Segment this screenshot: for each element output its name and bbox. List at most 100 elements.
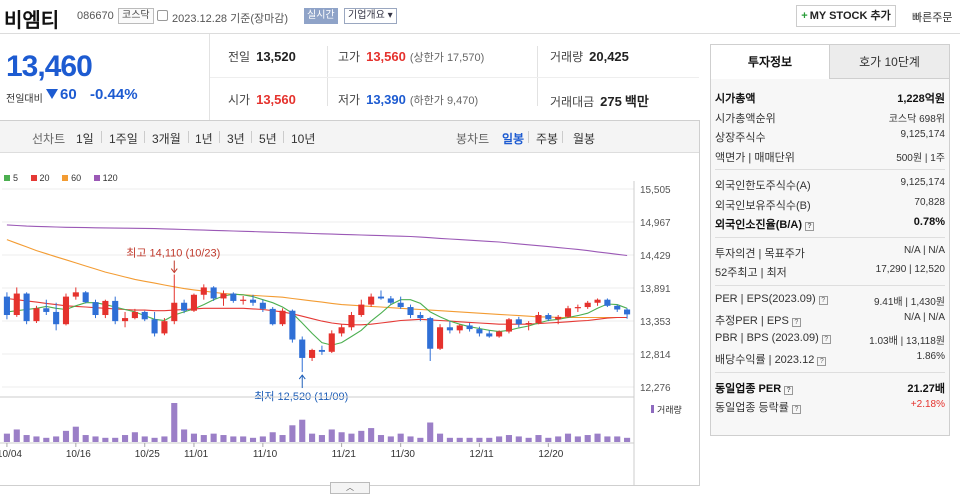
info-row-label: 배당수익률 | 2023.12? [715, 351, 827, 367]
legend-ma5-label: 5 [13, 173, 19, 183]
stat-volume-label: 거래량 [550, 50, 584, 64]
help-icon[interactable]: ? [805, 222, 814, 231]
candle-body [112, 300, 119, 322]
help-icon[interactable]: ? [821, 334, 831, 344]
stat-prev-close-value: 13,520 [256, 49, 296, 64]
y-tick-label: 12,276 [640, 383, 671, 394]
candle-body [594, 299, 601, 303]
info-row: 시가총액 1,228억원 [715, 87, 945, 107]
quick-order-link[interactable]: 빠른주문 [912, 12, 953, 24]
period-10y[interactable]: 10년 [291, 132, 316, 146]
candle-body [328, 333, 335, 352]
collapse-chart-button[interactable]: ︿ [330, 482, 370, 494]
volume-bar [407, 436, 414, 442]
y-tick-label: 13,353 [640, 317, 671, 328]
volume-bar [210, 433, 217, 442]
period-1w[interactable]: 1주일 [109, 132, 138, 146]
period-3m[interactable]: 3개월 [152, 132, 181, 146]
candle-body [496, 331, 503, 337]
period-3y[interactable]: 3년 [227, 132, 245, 146]
add-my-stock-button[interactable]: + MY STOCK 추가 [796, 5, 896, 27]
candle-body [377, 296, 385, 299]
x-tick-label: 10/16 [66, 449, 91, 460]
info-row: PBR | BPS (2023.09)? 1.03배 | 13,118원 [715, 329, 945, 349]
price-panel: 13,460 전일대비 60 -0.44% [0, 34, 210, 120]
volume-bar [181, 429, 188, 442]
volume-bar [368, 428, 375, 442]
period-1d[interactable]: 1일 [76, 132, 94, 146]
info-row-label: 동일업종 등락률? [715, 399, 801, 415]
tab-orderbook[interactable]: 호가 10단계 [830, 45, 949, 79]
legend-ma120: 120 [93, 173, 118, 183]
candle-body [309, 349, 316, 358]
realtime-button[interactable]: 실시간 [304, 8, 338, 24]
volume-bar [476, 437, 483, 442]
volume-bar [112, 437, 119, 442]
volume-bar [496, 436, 503, 442]
volume-bar [604, 436, 611, 442]
volume-legend-swatch [651, 405, 654, 413]
volume-bar [348, 433, 355, 442]
volume-bar [92, 436, 99, 442]
volume-bar [456, 437, 463, 442]
divider [219, 131, 220, 143]
as-of-date: 2023.12.28 기준(장마감) [172, 13, 289, 25]
period-5y[interactable]: 5년 [259, 132, 277, 146]
ma-legend: 5 20 60 120 [4, 173, 128, 183]
candle-body [407, 307, 414, 316]
candle-body [3, 296, 10, 316]
legend-swatch [93, 175, 100, 181]
candle-body [417, 315, 424, 319]
stat-open-value: 13,560 [256, 92, 296, 107]
info-row: 투자의견 | 목표주가 N/A | N/A [715, 242, 945, 262]
divider [283, 131, 284, 143]
info-row-label: 52주최고 | 최저 [715, 267, 787, 279]
tab-investment-info[interactable]: 투자정보 [711, 45, 830, 79]
company-overview-dropdown[interactable]: 기업개요 ▾ [344, 8, 397, 24]
company-name: 비엠티 [4, 10, 60, 32]
price-chart[interactable]: 15,505 14,967 14,429 13,891 13,353 12,814 12,2… [0, 121, 699, 486]
candle-body [348, 315, 355, 328]
divider [251, 131, 252, 143]
volume-bar [387, 436, 394, 442]
divider [715, 236, 945, 238]
volume-bar [614, 436, 621, 442]
divider [327, 46, 328, 106]
info-row-value: +2.18% [910, 399, 945, 410]
help-icon[interactable]: ? [817, 357, 827, 366]
info-row-label: PER | EPS(2023.09)? [715, 293, 828, 305]
divider [715, 169, 945, 170]
candle-body [249, 299, 257, 303]
candle-body [13, 293, 20, 316]
volume-bar [397, 433, 404, 442]
legend-ma60-label: 60 [71, 173, 82, 183]
candle-body [368, 296, 375, 305]
help-icon[interactable]: ? [784, 385, 794, 395]
candle-daily[interactable]: 일봉 [502, 132, 525, 146]
info-row: 시가총액순위 코스닥 698위 [715, 107, 945, 127]
info-row-value: 70,828 [914, 196, 945, 208]
help-icon[interactable]: ? [791, 318, 801, 327]
volume-bar [486, 437, 493, 442]
help-icon[interactable]: ? [818, 295, 828, 305]
stat-low-label: 저가 [338, 93, 361, 107]
candle-body [230, 293, 237, 301]
y-tick-label: 13,891 [640, 284, 671, 295]
volume-bar [279, 435, 286, 442]
help-icon[interactable]: ? [791, 405, 801, 414]
candle-weekly[interactable]: 주봉 [536, 132, 559, 146]
candle-body [240, 299, 247, 301]
stat-trade-value-value: 275 [600, 94, 622, 109]
candle-body [436, 327, 444, 349]
candle-monthly[interactable]: 월봉 [573, 132, 596, 146]
volume-bar [318, 435, 325, 442]
legend-ma20: 20 [30, 173, 50, 183]
calendar-icon [157, 10, 168, 21]
info-row-label: 액면가 | 매매단위 [715, 151, 795, 164]
info-row: 상장주식수 9,125,174 [715, 126, 945, 146]
candle-body [102, 300, 109, 316]
info-row-label: 동일업종 PER? [715, 380, 794, 396]
divider [101, 131, 102, 143]
period-1y[interactable]: 1년 [195, 132, 213, 146]
legend-swatch [4, 175, 10, 181]
